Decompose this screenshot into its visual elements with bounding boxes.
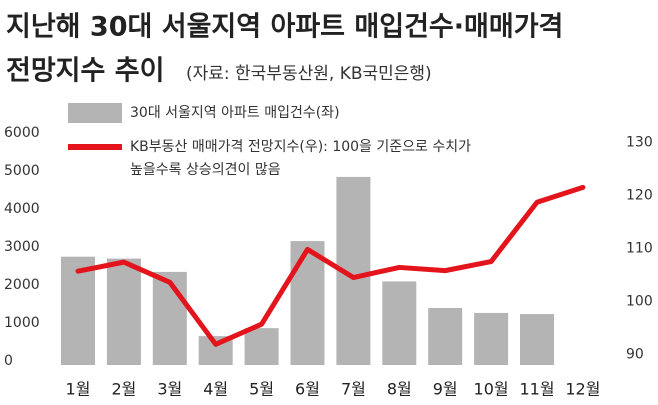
legend-label: 30대 서울지역 아파트 매입건수(좌) (130, 105, 340, 121)
y-tick-label: 4000 (4, 201, 40, 217)
source: (자료: 한국부동산원, KB국민은행) (186, 64, 432, 84)
legend-label: KB부동산 매매가격 전망지수(우): 100을 기준으로 수치가 (130, 139, 471, 155)
x-tick-label: 10월 (474, 380, 509, 399)
y-tick-label: 5000 (4, 163, 40, 179)
legend-swatch-bar (68, 103, 122, 123)
annotation: 높을수록 상승의견이 많음 (130, 162, 281, 178)
bar (152, 271, 187, 365)
chart-subtitle: 전망지수 추이 (6, 56, 164, 87)
x-tick-label: 12월 (565, 380, 600, 399)
x-tick-label: 1월 (66, 380, 91, 399)
bar (244, 328, 279, 365)
x-tick-label: 11월 (519, 380, 554, 399)
y-tick-label: 3000 (4, 239, 40, 255)
chart-title: 지난해 30대 서울지역 아파트 매입건수·매매가격 (6, 12, 563, 43)
bar (382, 281, 417, 365)
y2-tick-label: 110 (626, 240, 653, 256)
y-tick-label: 1000 (4, 315, 40, 331)
y-tick-label: 2000 (4, 277, 40, 293)
bar (520, 314, 554, 365)
line (75, 184, 586, 347)
bar (106, 258, 141, 365)
bar (474, 312, 509, 365)
y-tick-label: 6000 (4, 125, 40, 141)
y2-tick-label: 130 (626, 134, 653, 150)
x-tick-label: 7월 (341, 380, 366, 399)
y2-tick-label: 120 (626, 187, 653, 203)
x-tick-label: 8월 (387, 380, 412, 399)
y2-tick-label: 90 (626, 346, 644, 362)
x-tick-label: 2월 (111, 380, 136, 399)
x-tick-label: 4월 (203, 380, 228, 399)
bar (290, 241, 325, 365)
x-tick-label: 6월 (295, 380, 320, 399)
bar (428, 308, 463, 365)
bar (61, 256, 95, 365)
x-tick-label: 5월 (249, 380, 274, 399)
x-tick-label: 3월 (157, 380, 182, 399)
x-tick-label: 9월 (433, 380, 458, 399)
y-tick-label: 0 (4, 353, 13, 369)
y2-tick-label: 100 (626, 293, 653, 309)
